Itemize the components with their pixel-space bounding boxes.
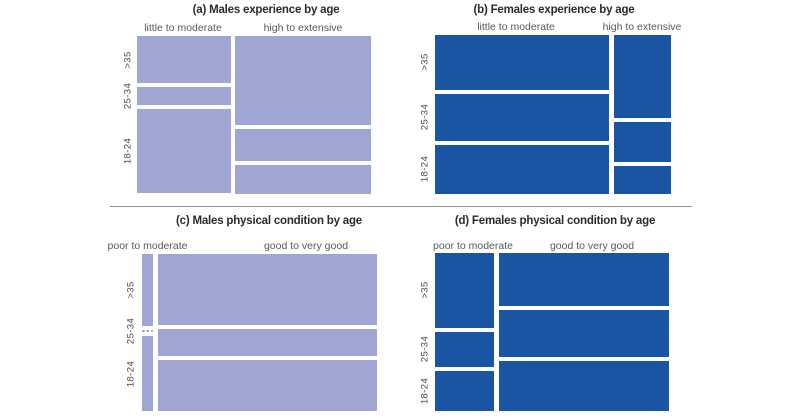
mosaic-cell-b-0-1 xyxy=(435,93,610,141)
mosaic-cell-a-1-0 xyxy=(235,36,371,126)
age-label-b-0: >35 xyxy=(419,53,431,72)
mosaic-cell-a-0-2 xyxy=(136,108,231,194)
mosaic-cell-b-1-0 xyxy=(613,35,671,119)
mosaic-cell-d-0-2 xyxy=(435,371,495,412)
column-header-a-0: little to moderate xyxy=(144,22,222,34)
column-header-b-0: little to moderate xyxy=(477,21,555,33)
column-header-d-0: poor to moderate xyxy=(433,239,513,252)
mosaic-cell-a-1-2 xyxy=(235,164,371,194)
mosaic-cell-a-0-0 xyxy=(136,36,231,84)
age-label-a-1: 25-34 xyxy=(122,82,133,110)
mosaic-cell-c-1-1 xyxy=(157,329,377,357)
mosaic-cell-d-1-0 xyxy=(498,252,670,306)
mosaic-cell-d-1-2 xyxy=(498,360,670,412)
age-label-c-1: 25-34 xyxy=(125,317,137,345)
panel-title-c: (c) Males physical condition by age xyxy=(176,215,362,227)
column-header-c-1: good to very good xyxy=(263,239,349,252)
mosaic-cell-d-0-0 xyxy=(435,252,495,328)
mosaic-cell-b-0-2 xyxy=(435,144,610,194)
mosaic-cell-c-0-2 xyxy=(141,336,154,412)
section-divider xyxy=(110,206,692,207)
mosaic-cell-c-0-0 xyxy=(141,253,154,326)
mosaic-cell-b-1-1 xyxy=(613,122,671,162)
mosaic-cell-c-1-0 xyxy=(157,253,377,326)
age-label-c-2: 18-24 xyxy=(125,360,137,388)
age-label-a-2: 18-24 xyxy=(122,137,133,165)
mosaic-cell-d-0-1 xyxy=(435,331,495,368)
mosaic-cell-b-0-0 xyxy=(435,35,610,90)
panel-title-d: (d) Females physical condition by age xyxy=(454,215,656,227)
column-header-a-1: high to extensive xyxy=(263,22,343,34)
age-label-b-1: 25-34 xyxy=(419,104,431,131)
column-header-d-1: good to very good xyxy=(549,239,635,252)
age-label-b-2: 18-24 xyxy=(419,156,431,183)
mosaic-cell-a-0-1 xyxy=(136,87,231,105)
age-label-d-0: >35 xyxy=(419,281,431,299)
mosaic-cell-c-0-1 xyxy=(141,329,154,333)
age-label-d-2: 18-24 xyxy=(419,378,431,405)
mosaic-cell-b-1-2 xyxy=(613,165,671,194)
column-header-c-0: poor to moderate xyxy=(107,239,188,252)
age-label-a-0: >35 xyxy=(122,50,133,69)
age-label-d-1: 25-34 xyxy=(419,336,431,363)
mosaic-cell-c-1-2 xyxy=(157,360,377,412)
panel-title-a: (a) Males experience by age xyxy=(192,4,340,16)
panel-title-b: (b) Females experience by age xyxy=(473,4,635,16)
age-label-c-0: >35 xyxy=(125,280,137,299)
mosaic-cell-a-1-1 xyxy=(235,129,371,161)
mosaic-cell-d-1-1 xyxy=(498,309,670,357)
column-header-b-1: high to extensive xyxy=(602,21,682,33)
